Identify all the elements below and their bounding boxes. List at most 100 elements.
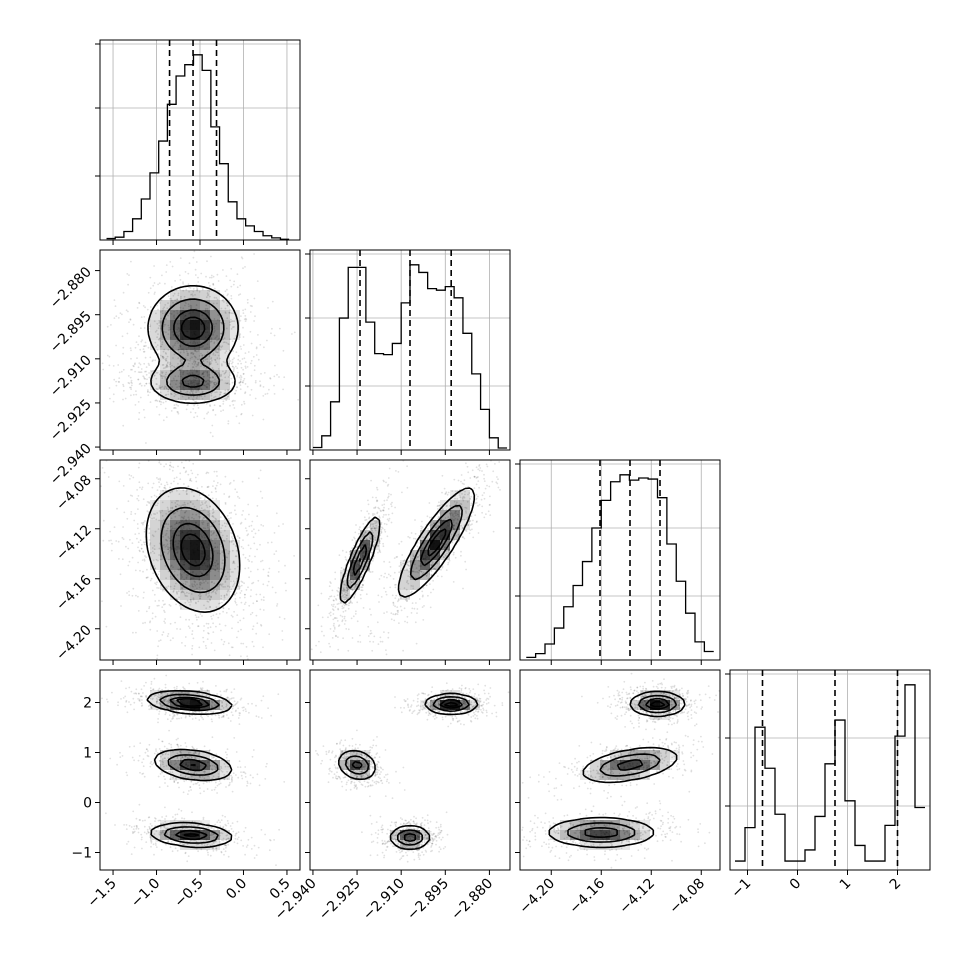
- scatter-point: [182, 843, 184, 846]
- scatter-point: [210, 530, 213, 533]
- scatter-point: [192, 637, 195, 640]
- scatter-point: [474, 435, 476, 437]
- scatter-point: [171, 265, 174, 268]
- scatter-point: [461, 527, 464, 530]
- scatter-point: [195, 261, 198, 263]
- scatter-point: [421, 595, 424, 598]
- scatter-point: [194, 751, 197, 754]
- scatter-point: [206, 307, 209, 310]
- scatter-point: [186, 390, 189, 393]
- scatter-point: [152, 572, 155, 575]
- scatter-point: [201, 485, 203, 488]
- scatter-point: [230, 571, 233, 573]
- scatter-point: [187, 625, 190, 628]
- scatter-point: [276, 603, 279, 605]
- scatter-point: [159, 327, 162, 330]
- scatter-point: [158, 542, 161, 545]
- density-cell: [160, 340, 170, 350]
- scatter-point: [153, 320, 156, 323]
- scatter-point: [143, 558, 146, 561]
- scatter-point: [167, 698, 170, 701]
- scatter-point: [256, 504, 259, 507]
- density-grid-0-1: [150, 290, 240, 400]
- scatter-point: [390, 618, 393, 621]
- density-cell: [220, 350, 230, 360]
- scatter-point: [246, 366, 249, 368]
- scatter-point: [205, 296, 208, 299]
- scatter-point: [256, 600, 258, 602]
- scatter-point: [158, 319, 161, 322]
- scatter-point: [371, 527, 374, 530]
- scatter-point: [182, 307, 185, 310]
- scatter-point: [212, 452, 214, 454]
- scatter-point: [174, 825, 177, 828]
- scatter-point: [432, 579, 434, 582]
- scatter-point: [408, 596, 410, 599]
- scatter-point: [113, 526, 116, 529]
- scatter-point: [460, 554, 462, 557]
- scatter-point: [210, 394, 213, 397]
- scatter-point: [122, 385, 125, 388]
- scatter-point: [176, 349, 179, 352]
- scatter-point: [234, 555, 237, 558]
- scatter-point: [406, 568, 408, 571]
- scatter-point: [164, 603, 166, 605]
- scatter-point: [164, 565, 167, 567]
- scatter-point: [259, 490, 262, 493]
- scatter-point: [192, 389, 195, 392]
- scatter-point: [231, 326, 234, 328]
- scatter-point: [190, 307, 193, 310]
- scatter-point: [168, 510, 171, 513]
- scatter-point: [368, 526, 371, 529]
- scatter-point: [167, 753, 170, 756]
- scatter-point: [170, 482, 173, 485]
- scatter-point: [413, 570, 416, 573]
- scatter-point: [223, 392, 226, 395]
- scatter-point: [421, 606, 424, 608]
- scatter-point: [236, 614, 239, 616]
- scatter-point: [185, 302, 187, 304]
- scatter-point: [341, 620, 344, 623]
- scatter-point: [438, 504, 441, 507]
- scatter-point: [192, 361, 195, 363]
- scatter-point: [177, 349, 180, 351]
- scatter-point: [228, 483, 231, 485]
- scatter-point: [350, 581, 353, 584]
- scatter-point: [428, 573, 431, 575]
- scatter-point: [158, 324, 161, 327]
- scatter-point: [177, 411, 179, 414]
- scatter-point: [221, 601, 223, 604]
- scatter-point: [169, 486, 171, 489]
- scatter-point: [139, 363, 142, 366]
- density-cell: [200, 500, 210, 510]
- scatter-point: [165, 539, 168, 542]
- scatter-point: [206, 524, 209, 527]
- scatter-point: [385, 513, 387, 516]
- scatter-point: [234, 393, 236, 395]
- scatter-point: [229, 575, 232, 578]
- scatter-point: [169, 639, 172, 642]
- scatter-point: [194, 362, 197, 365]
- scatter-point: [361, 589, 364, 592]
- scatter-point: [140, 371, 143, 374]
- scatter-point: [217, 445, 219, 447]
- scatter-point: [219, 393, 222, 396]
- scatter-point: [173, 587, 176, 590]
- scatter-point: [162, 325, 165, 328]
- scatter-point: [467, 485, 470, 488]
- scatter-point: [234, 834, 237, 837]
- scatter-point: [188, 585, 191, 587]
- scatter-point: [151, 370, 153, 373]
- scatter-point: [126, 517, 129, 520]
- scatter-point: [249, 304, 252, 307]
- scatter-point: [169, 369, 172, 372]
- scatter-point: [223, 301, 225, 303]
- scatter-point: [196, 583, 199, 586]
- scatter-point: [148, 532, 151, 535]
- scatter-point: [447, 551, 450, 554]
- scatter-point: [251, 305, 253, 308]
- scatter-point: [345, 594, 348, 597]
- scatter-point: [349, 580, 352, 583]
- scatter-point: [221, 551, 224, 553]
- scatter-point: [381, 509, 384, 512]
